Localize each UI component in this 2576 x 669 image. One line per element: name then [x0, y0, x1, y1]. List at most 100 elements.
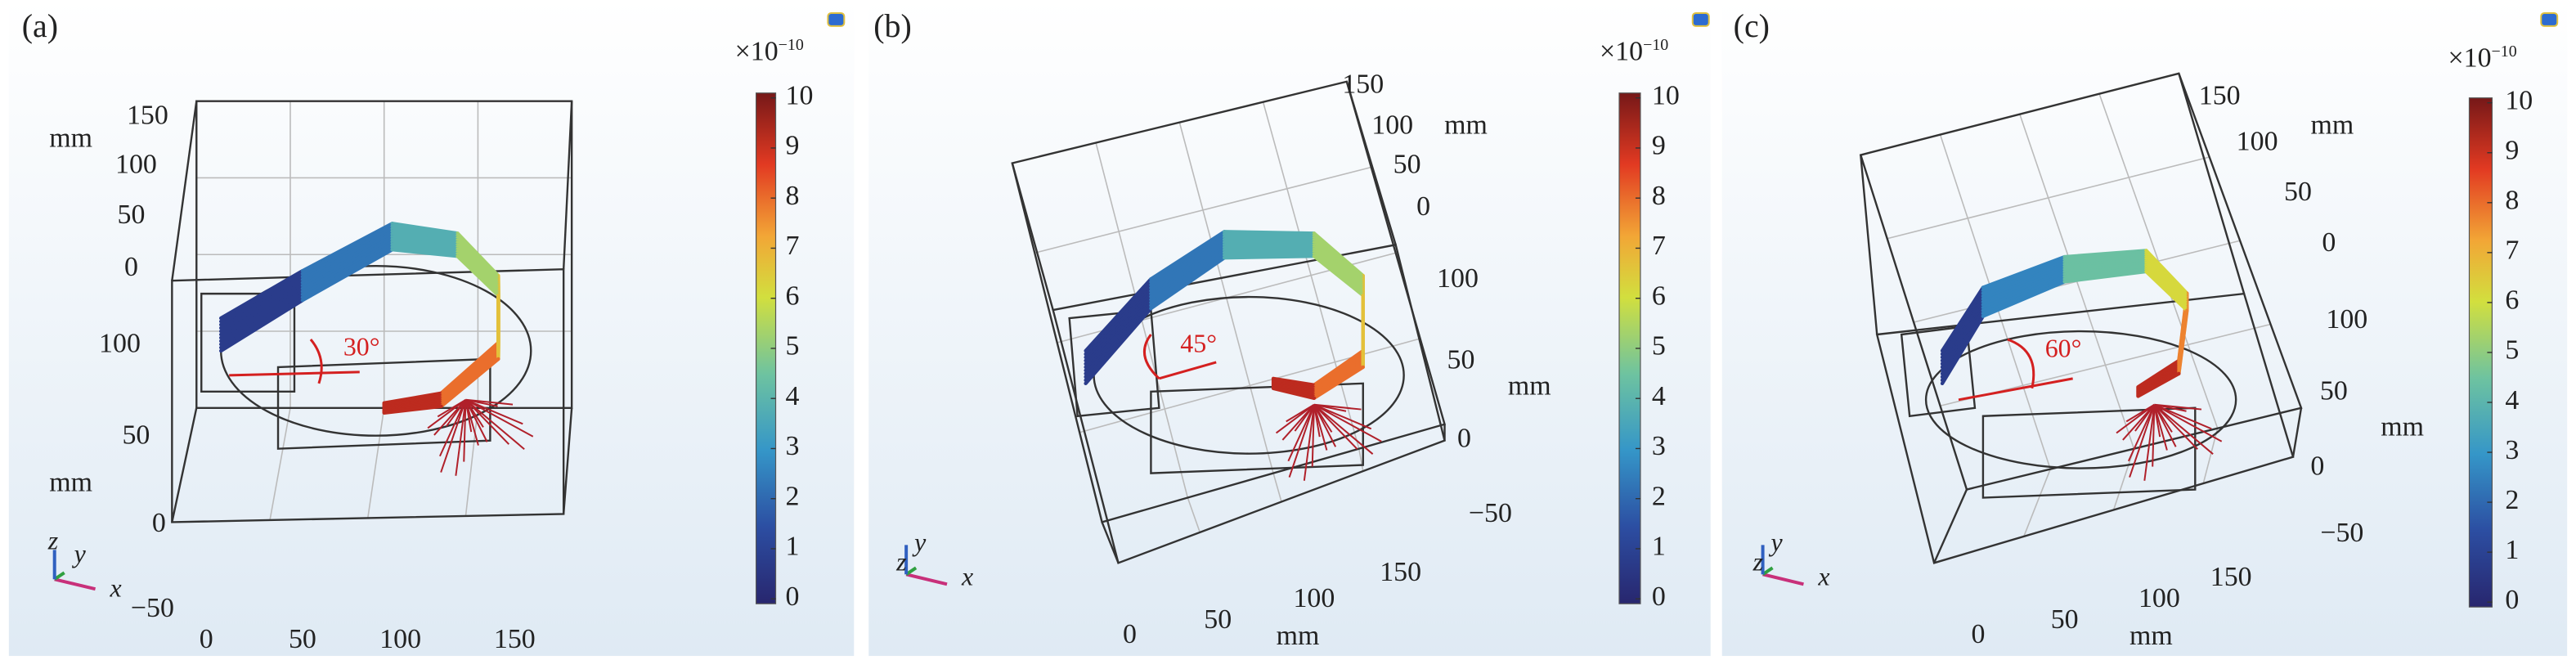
- panel-label: (b): [873, 7, 912, 44]
- trajectory: [1084, 300, 1153, 379]
- triad-y: [53, 571, 65, 581]
- trajectory-spike: [439, 399, 467, 457]
- axis-label: mm: [2311, 110, 2354, 140]
- axis-label: 50: [1447, 345, 1475, 375]
- colorbar-tick-label: 7: [1652, 231, 1666, 261]
- colorbar-tick-label: 3: [1652, 431, 1666, 461]
- axis-label: mm: [49, 123, 92, 153]
- trajectory-spike: [1275, 403, 1315, 434]
- trajectory: [2062, 263, 2148, 276]
- box-edge: [2178, 73, 2246, 294]
- trajectory: [300, 227, 394, 279]
- panel-background: [1721, 0, 2568, 657]
- colorbar-tick-label: 4: [2505, 385, 2519, 415]
- trajectory: [1312, 365, 1365, 401]
- trajectory: [218, 275, 305, 327]
- trajectory-spike: [1313, 403, 1372, 430]
- trajectory: [390, 222, 460, 236]
- trajectory: [390, 231, 460, 245]
- trajectory: [1084, 276, 1153, 353]
- axis-label: 50: [2284, 177, 2312, 207]
- axis-label: 100: [1437, 263, 1479, 294]
- axis-label: 0: [1416, 191, 1430, 222]
- axis-label: 100: [2237, 126, 2278, 156]
- panel-background: [8, 0, 855, 657]
- trajectory: [2177, 308, 2189, 376]
- panel-label: (a): [22, 7, 58, 44]
- trajectory: [1149, 243, 1227, 296]
- trajectory-spike: [2153, 404, 2198, 450]
- trajectory: [218, 277, 305, 330]
- trajectory-spike: [1313, 403, 1382, 442]
- colorbar-power: −10: [1643, 35, 1668, 53]
- trajectory: [439, 357, 500, 408]
- angle-arrow: [1958, 377, 2073, 402]
- trajectory-spike: [463, 399, 467, 462]
- trajectory: [2062, 259, 2148, 272]
- axis-label: 150: [2199, 80, 2241, 110]
- trajectory: [1981, 264, 2067, 301]
- triad-label: y: [1769, 528, 1784, 557]
- trajectory: [390, 237, 460, 249]
- colorbar-tick-label: 2: [2505, 485, 2519, 515]
- triad-label: x: [110, 574, 122, 603]
- trajectory-spike: [427, 399, 467, 429]
- trajectory: [300, 222, 394, 273]
- triad-label: z: [1752, 548, 1763, 577]
- trajectory: [1222, 254, 1317, 260]
- trajectory: [1149, 230, 1227, 281]
- colorbar-tick-label: 8: [2505, 186, 2519, 216]
- trajectory-spike: [2129, 404, 2156, 478]
- trajectory: [218, 290, 305, 343]
- axis-label: 100: [2138, 583, 2180, 613]
- trajectory: [1149, 232, 1227, 284]
- inner-box: [276, 357, 491, 450]
- axis-label: mm: [49, 467, 92, 497]
- colorbar-tick-label: 9: [2505, 136, 2519, 166]
- colorbar-tick-label: 5: [1652, 331, 1666, 361]
- trajectory: [390, 235, 460, 247]
- colorbar-tick-label: 10: [786, 80, 814, 110]
- trajectory: [456, 254, 500, 298]
- angle-arc: [2007, 338, 2035, 389]
- axis-label: 100: [115, 149, 157, 179]
- triad-label: z: [895, 548, 906, 577]
- box-edge: [1011, 163, 1054, 311]
- colorbar-tick-label: 4: [1652, 381, 1666, 411]
- trajectory: [1084, 280, 1153, 357]
- trajectory: [1981, 259, 2067, 295]
- colorbar-power: −10: [779, 35, 804, 53]
- axis-label: 0: [124, 252, 138, 282]
- axis-label: 0: [2322, 227, 2336, 258]
- trajectory-spike: [2153, 404, 2214, 455]
- trajectory-spike: [1288, 404, 1315, 478]
- axis-label: 100: [379, 624, 421, 654]
- colorbar-tick-label: 0: [1652, 581, 1666, 612]
- trajectory: [390, 224, 460, 238]
- axis-label: mm: [1444, 110, 1488, 140]
- trajectory-spike: [464, 399, 479, 446]
- trajectory: [300, 242, 394, 297]
- box-edge: [562, 101, 573, 270]
- axis-label: 0: [152, 508, 166, 538]
- axis-label: 50: [118, 200, 146, 230]
- axis-label: 150: [127, 100, 168, 130]
- grid-line: [1358, 448, 1364, 472]
- trajectory: [218, 292, 305, 347]
- trajectory-spike: [464, 398, 534, 438]
- colorbar-tick-label: 5: [786, 331, 800, 361]
- trajectory-spike: [464, 399, 525, 450]
- trajectory-spike: [2152, 404, 2156, 467]
- trajectory: [218, 268, 305, 321]
- domain-ellipse: [1924, 330, 2237, 469]
- trajectory: [1222, 230, 1317, 236]
- trajectory: [218, 283, 305, 337]
- colorbar-tick-label: 2: [786, 481, 800, 511]
- inner-box: [1981, 406, 2197, 499]
- trajectory: [1271, 386, 1317, 401]
- axis-label: 150: [1380, 557, 1421, 587]
- trajectory: [1149, 240, 1227, 293]
- triad-x: [54, 577, 96, 591]
- trajectory: [300, 235, 394, 288]
- box-edge: [171, 101, 198, 281]
